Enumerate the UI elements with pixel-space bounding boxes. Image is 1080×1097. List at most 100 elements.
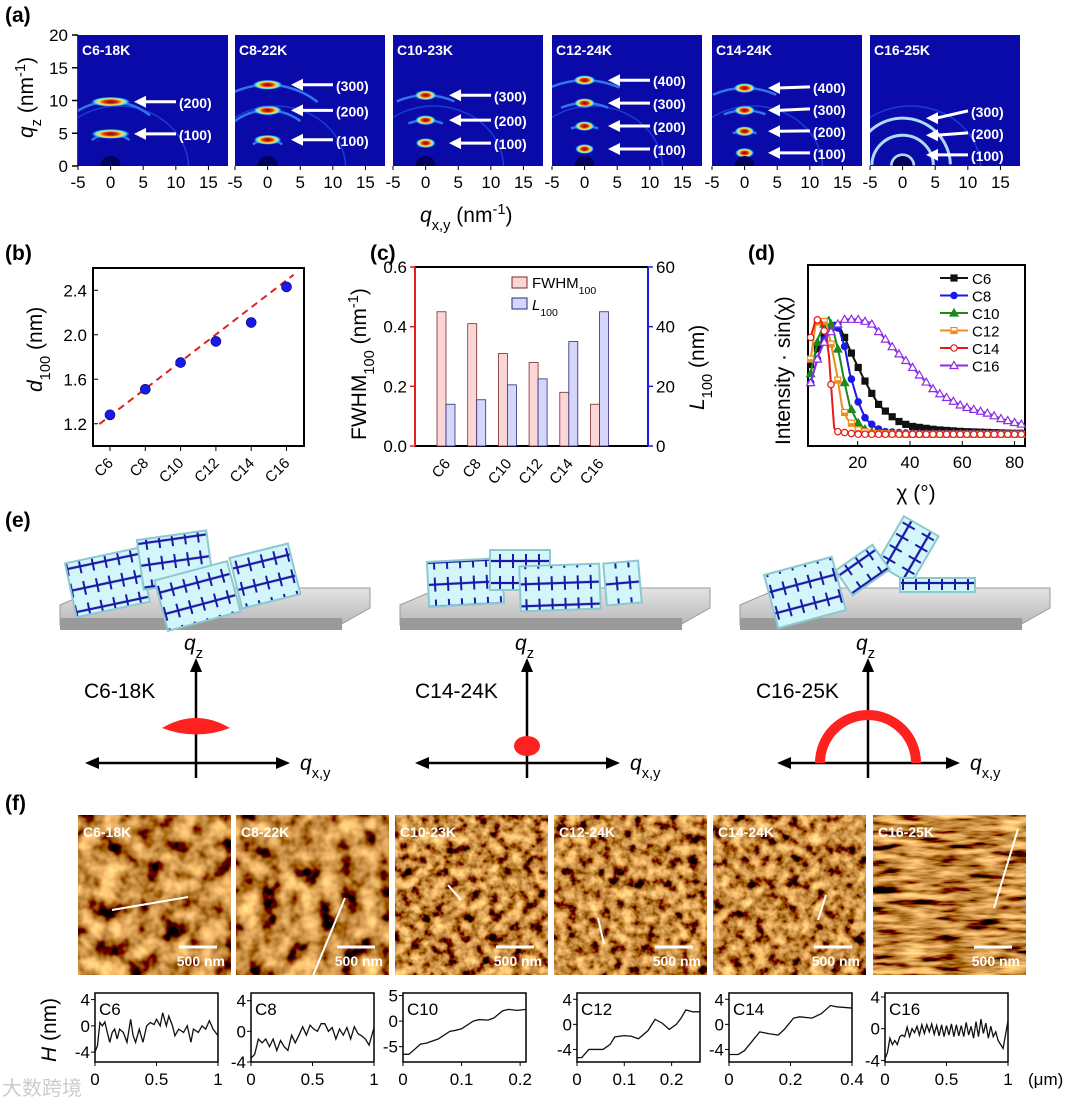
- x-tick-label: 20: [848, 453, 867, 472]
- qxy-axis-label-subscript: x,y: [982, 766, 1001, 782]
- profile-sample-label: C14: [733, 1000, 764, 1019]
- diagram-sample-label: C14-24K: [415, 680, 498, 703]
- profile-line: [447, 884, 462, 901]
- right-tick-label: 60: [656, 258, 675, 277]
- marker-triangle: [839, 314, 850, 323]
- giwaxs-y-axis-label-unit: (nm: [15, 77, 38, 119]
- marker-square: [888, 413, 896, 421]
- crystal-domain: [518, 562, 602, 613]
- left-axis-label-unit: (nm: [348, 308, 371, 350]
- marker-triangle: [893, 348, 905, 358]
- giwaxs-panel: qz (nm-1)qx,y (nm-1)05101520C6-18K(200)(…: [13, 26, 1020, 234]
- qxy-axis-label: qx,y: [970, 752, 1001, 782]
- substrate-edge: [740, 618, 1022, 630]
- panel-label-b: (b): [5, 242, 32, 265]
- diagram-sample-label: C16-25K: [756, 680, 839, 703]
- marker-square: [854, 363, 862, 372]
- crystal-domain: [762, 555, 848, 630]
- x-tick-label: 0.5: [301, 1070, 325, 1089]
- scale-bar-label: 500 nm: [653, 953, 701, 969]
- giwaxs-sample-label: C10-23K: [397, 42, 453, 58]
- beam-stop: [892, 156, 913, 166]
- giwaxs-x-tick-label: 10: [640, 173, 659, 192]
- beam-stop: [415, 156, 436, 166]
- peak-label: (200): [813, 124, 846, 140]
- marker-circle: [840, 428, 849, 437]
- marker-triangle: [989, 410, 1000, 420]
- x-tick-label: 0: [246, 1070, 255, 1089]
- marker-circle: [881, 430, 890, 439]
- qxy-axis-label-subscript: x,y: [312, 766, 331, 782]
- diffraction-spot: [253, 134, 282, 145]
- marker-circle: [820, 327, 829, 335]
- y-tick-label: -5: [383, 1038, 398, 1057]
- diffuse-ring: [78, 105, 190, 166]
- arrow-head-icon: [608, 74, 620, 87]
- giwaxs-x-tick-label: 5: [295, 173, 304, 192]
- giwaxs-x-tick-label: 5: [930, 173, 939, 192]
- marker-circle: [854, 398, 862, 406]
- marker-triangle: [1002, 415, 1013, 425]
- arrow-head-icon: [946, 757, 960, 769]
- arrow-head-icon: [768, 146, 780, 159]
- diffraction-spot: [733, 83, 756, 94]
- giwaxs-y-tick-label: 20: [49, 26, 68, 45]
- diffraction-spot: [735, 147, 755, 158]
- profile-sample-label: C10: [407, 1000, 438, 1019]
- giwaxs-x-tick-label: -5: [862, 173, 877, 192]
- giwaxs-y-tick-label: 0: [59, 157, 68, 176]
- giwaxs-x-tick-label: 5: [138, 173, 147, 192]
- afm-image: C10-23K 500 nm: [395, 815, 548, 975]
- marker-triangle: [819, 337, 830, 346]
- x-tick-label: C6: [91, 455, 117, 481]
- marker-triangle: [812, 353, 823, 363]
- legend-label: C14: [972, 341, 1000, 358]
- marker-circle: [854, 430, 862, 439]
- film-illustration: [59, 529, 371, 633]
- giwaxs-image: C12-24K: [552, 35, 702, 166]
- giwaxs-x-tick-label: 0: [421, 173, 430, 192]
- bar-l100: [445, 403, 456, 447]
- afm-image: C12-24K 500 nm: [554, 815, 707, 975]
- y-tick-label: -4: [709, 1040, 724, 1059]
- peak-label: (300): [971, 104, 1004, 120]
- substrate-edge: [60, 618, 342, 630]
- giwaxs-x-tick-label: -5: [544, 173, 559, 192]
- crystal-domain: [834, 543, 891, 597]
- marker-half-fill: [821, 321, 828, 325]
- marker-triangle: [955, 399, 966, 409]
- profile-line-trace: [94, 1012, 219, 1053]
- profile-frame: [576, 992, 701, 1063]
- panel-label-e: (e): [5, 509, 31, 532]
- y-tick-label: 0: [389, 1012, 398, 1031]
- diffraction-spot: [91, 128, 131, 139]
- giwaxs-sample-label: C6-18K: [82, 42, 130, 58]
- arrow-head-icon: [926, 129, 938, 142]
- marker-triangle: [982, 407, 993, 417]
- panel-label-d: (d): [748, 242, 775, 265]
- crystal-domain: [228, 542, 302, 610]
- marker-circle: [908, 430, 917, 439]
- arrow-head-icon: [862, 658, 874, 672]
- giwaxs-y-tick-label: 5: [59, 124, 68, 143]
- marker-circle: [840, 342, 849, 351]
- diagram-sample-label: C6-18K: [84, 680, 155, 703]
- legend-label: C10: [972, 306, 1000, 323]
- marker-circle: [1017, 430, 1026, 439]
- arrow-head-icon: [291, 78, 303, 91]
- y-tick-label: 5: [389, 987, 398, 1006]
- series-C16: [805, 314, 1027, 428]
- x-tick-label: 1: [1003, 1070, 1012, 1089]
- peak-label: (300): [336, 78, 369, 94]
- marker-half-fill: [841, 412, 848, 416]
- beam-stop: [734, 156, 755, 166]
- marker-circle: [976, 430, 985, 439]
- qz-axis-label-subscript: z: [527, 646, 534, 662]
- x-tick-label: C14: [227, 455, 258, 486]
- series-C14: [806, 316, 1026, 439]
- arrow-head-icon: [521, 658, 533, 672]
